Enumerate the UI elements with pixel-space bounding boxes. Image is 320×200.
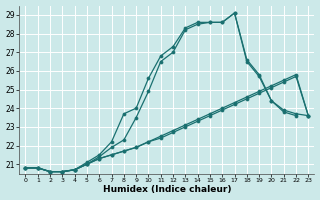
X-axis label: Humidex (Indice chaleur): Humidex (Indice chaleur) (103, 185, 231, 194)
